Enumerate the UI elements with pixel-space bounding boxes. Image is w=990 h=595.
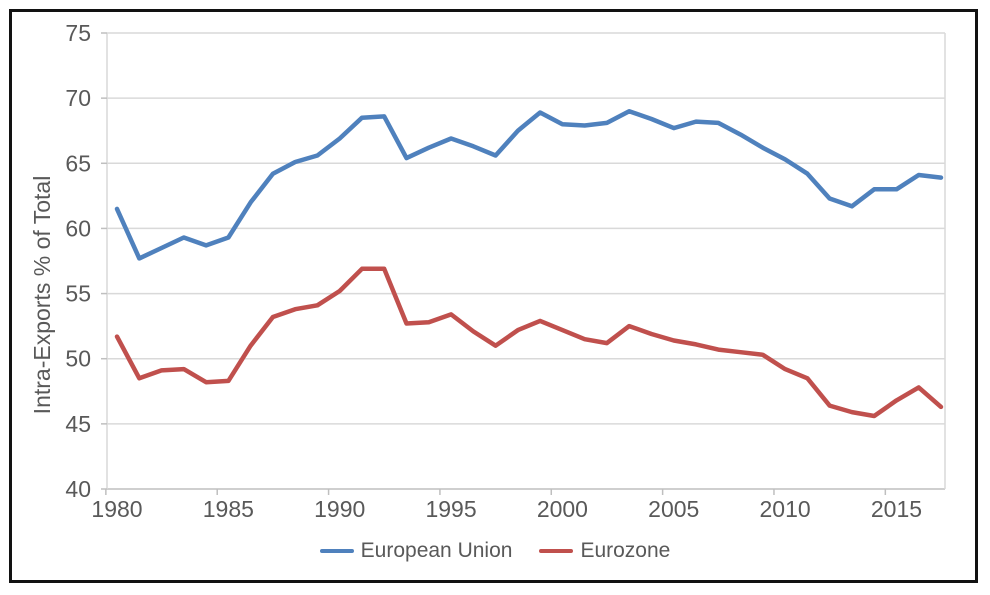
axis-ticks (101, 32, 887, 495)
svg-text:65: 65 (65, 150, 91, 176)
chart-legend: European Union Eurozone (0, 539, 990, 562)
svg-text:55: 55 (65, 281, 91, 307)
svg-text:2015: 2015 (871, 496, 922, 522)
legend-line-swatch-eurozone (539, 548, 574, 553)
gridlines (106, 32, 946, 490)
svg-text:75: 75 (65, 20, 91, 46)
svg-text:2010: 2010 (760, 496, 811, 522)
svg-text:60: 60 (65, 215, 91, 241)
legend-item-european-union: European Union (319, 539, 513, 562)
svg-text:50: 50 (65, 346, 91, 372)
svg-text:1995: 1995 (425, 496, 476, 522)
axis-tick-labels: 40 45 50 55 60 65 70 75 1980 1985 1990 1995 2000 2005… (65, 20, 922, 522)
svg-text:45: 45 (65, 411, 91, 437)
svg-text:1990: 1990 (314, 496, 365, 522)
legend-item-eurozone: Eurozone (539, 539, 670, 562)
legend-label-eurozone: Eurozone (580, 539, 671, 562)
svg-text:1985: 1985 (203, 496, 254, 522)
legend-label-european-union: European Union (360, 539, 513, 562)
svg-text:2005: 2005 (648, 496, 699, 522)
svg-text:70: 70 (65, 85, 91, 111)
svg-text:1980: 1980 (91, 496, 142, 522)
legend-line-swatch-european-union (319, 548, 354, 553)
svg-text:2000: 2000 (537, 496, 588, 522)
y-axis-title: Intra-Exports % of Total (29, 176, 55, 415)
data-series-lines (114, 108, 944, 419)
svg-text:40: 40 (65, 476, 91, 502)
